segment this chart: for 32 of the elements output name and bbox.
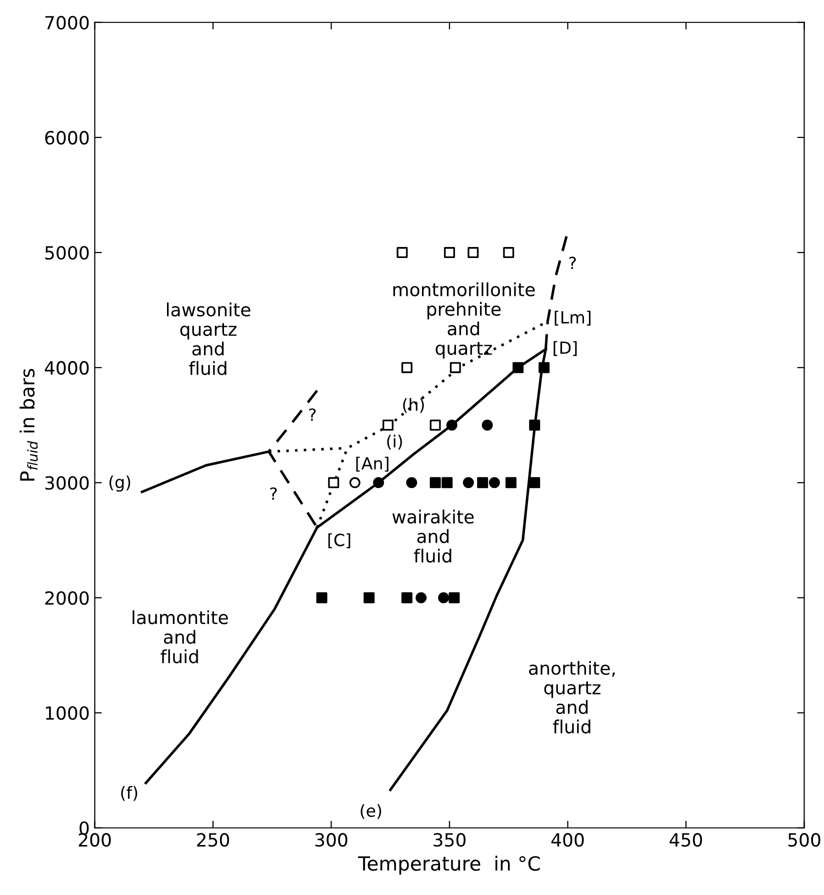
x-axis-title: Temperature in °C bbox=[358, 856, 540, 875]
y-tick-label: 1000 bbox=[46, 706, 89, 720]
annotation: ? bbox=[270, 487, 277, 500]
annotation: (e) bbox=[360, 804, 382, 819]
annotation: wairakite and fluid bbox=[392, 510, 474, 563]
annotation: montmorillonite prehnite and quartz bbox=[393, 282, 535, 358]
annotation: anorthite, quartz and fluid bbox=[529, 660, 615, 734]
annotation: ? bbox=[569, 256, 576, 270]
annotation: [An] bbox=[356, 456, 388, 472]
annotation: (g) bbox=[109, 475, 130, 492]
y-tick-label: 5000 bbox=[45, 246, 89, 260]
annotation: [C] bbox=[328, 533, 350, 548]
y-tick-label: 2000 bbox=[45, 591, 89, 605]
annotation: laumontite and fluid bbox=[132, 610, 228, 664]
x-tick-label: 200 bbox=[78, 833, 111, 847]
y-tick-label: 3000 bbox=[45, 476, 89, 490]
x-tick-label: 350 bbox=[434, 833, 466, 847]
annotation: [Lm] bbox=[554, 310, 590, 326]
annotation: (i) bbox=[387, 434, 402, 450]
y-tick-label: 6000 bbox=[45, 130, 89, 145]
annotation: [D] bbox=[554, 341, 577, 356]
annotation: (f) bbox=[121, 786, 138, 801]
x-tick-label: 450 bbox=[670, 833, 702, 847]
x-tick-label: 300 bbox=[315, 833, 348, 847]
y-tick-label: 7000 bbox=[45, 16, 89, 30]
annotation: lawsonite quartz and fluid bbox=[167, 302, 250, 376]
x-tick-label: 400 bbox=[551, 833, 584, 847]
y-axis-title: P$_{fluid}$ in bars bbox=[20, 368, 38, 481]
y-tick-label: 4000 bbox=[44, 361, 89, 375]
x-tick-label: 500 bbox=[788, 833, 820, 847]
annotation: ? bbox=[309, 408, 316, 421]
x-tick-label: 250 bbox=[197, 833, 230, 847]
